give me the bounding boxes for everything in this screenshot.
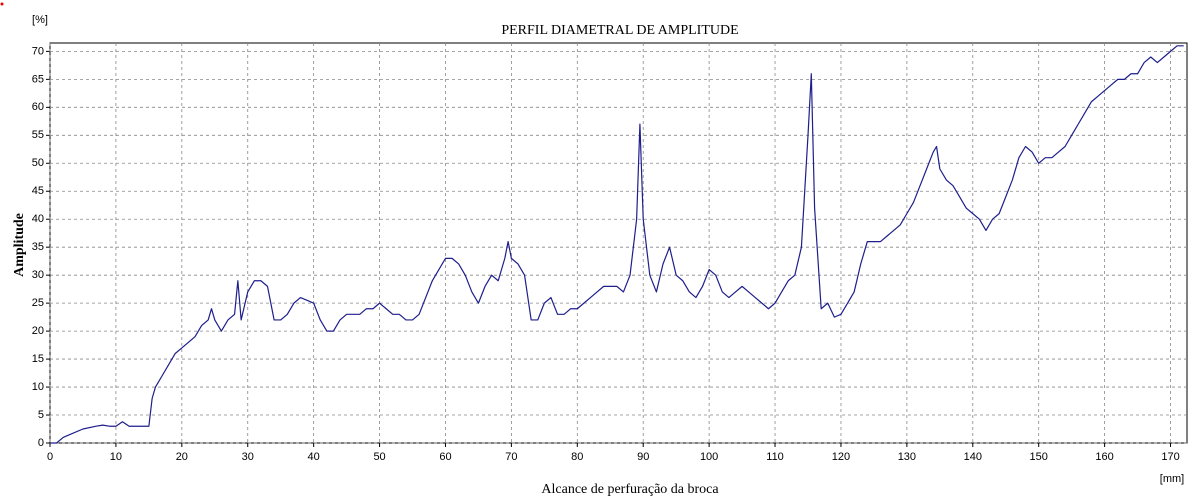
y-tick-label: 70 — [32, 45, 44, 57]
x-tick-label: 10 — [110, 451, 122, 463]
x-tick-label: 130 — [898, 451, 916, 463]
x-tick-label: 20 — [176, 451, 188, 463]
y-axis-label: Amplitude — [12, 213, 27, 277]
y-tick-label: 5 — [38, 409, 44, 421]
x-tick-label: 30 — [242, 451, 254, 463]
x-tick-label: 140 — [964, 451, 982, 463]
x-tick-label: 150 — [1030, 451, 1048, 463]
y-tick-label: 55 — [32, 129, 44, 141]
x-axis-label: Alcance de perfuração da broca — [541, 482, 719, 497]
y-tick-label: 45 — [32, 185, 44, 197]
y-tick-label: 30 — [32, 269, 44, 281]
chart-title: PERFIL DIAMETRAL DE AMPLITUDE — [501, 23, 738, 38]
y-tick-label: 50 — [32, 157, 44, 169]
x-unit: [mm] — [1160, 473, 1184, 485]
y-tick-label: 0 — [38, 437, 44, 449]
x-tick-label: 170 — [1161, 451, 1179, 463]
x-tick-label: 110 — [766, 451, 784, 463]
x-tick-label: 60 — [439, 451, 451, 463]
y-tick-label: 40 — [32, 213, 44, 225]
y-tick-label: 65 — [32, 73, 44, 85]
x-tick-label: 0 — [47, 451, 53, 463]
y-unit: [%] — [32, 14, 48, 26]
x-tick-label: 50 — [373, 451, 385, 463]
x-tick-label: 90 — [637, 451, 649, 463]
x-tick-label: 70 — [505, 451, 517, 463]
x-tick-label: 100 — [700, 451, 718, 463]
y-tick-label: 10 — [32, 381, 44, 393]
y-tick-label: 25 — [32, 297, 44, 309]
y-tick-label: 35 — [32, 241, 44, 253]
x-tick-label: 120 — [832, 451, 850, 463]
marker-dot — [0, 2, 4, 6]
y-tick-label: 15 — [32, 353, 44, 365]
x-tick-label: 160 — [1095, 451, 1113, 463]
y-tick-label: 20 — [32, 325, 44, 337]
x-tick-label: 40 — [308, 451, 320, 463]
data-line — [50, 45, 1184, 444]
y-tick-label: 60 — [32, 101, 44, 113]
x-tick-label: 80 — [571, 451, 583, 463]
plot-frame — [49, 42, 1188, 444]
